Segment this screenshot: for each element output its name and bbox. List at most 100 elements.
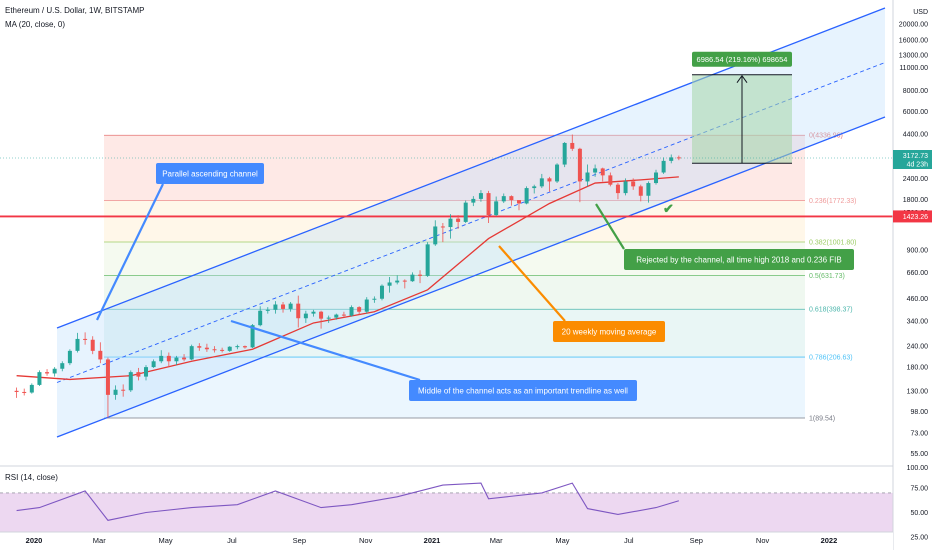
candle [281,301,286,313]
fib-band [104,309,805,358]
candle-body [555,164,560,182]
time-tick: Jul [227,536,237,545]
price-tick: 13000.00 [899,53,928,60]
time-tick: Sep [690,536,703,545]
candle-body [182,357,187,360]
candle-body [159,355,164,362]
time-tick: 2021 [424,536,441,545]
price-tick: 340.00 [907,318,929,325]
candle-body [235,346,240,348]
support-level-tag [893,210,932,223]
candle [501,193,506,204]
candle [258,306,263,327]
candle-body [562,142,567,165]
fib-label: 0.618(398.37) [809,307,853,314]
rsi-band [0,492,893,533]
candle [273,301,278,314]
callout-rejected-text: Rejected by the channel, all time high 2… [636,256,841,265]
candle-body [151,361,156,368]
candle [235,344,240,350]
candle [296,295,301,328]
candle [182,354,187,362]
support-level-value: 1423.26 [903,214,928,221]
candle-body [456,218,461,222]
callout-middle-text: Middle of the channel acts as an importa… [418,387,628,396]
candle [212,346,217,353]
candle-body [334,314,339,318]
candle-body [410,274,415,282]
candle [90,336,95,355]
callout-rejected-pointer [595,203,625,250]
candle [555,163,560,184]
candle [311,309,316,317]
candle-body [516,200,521,204]
price-tick: 6000.00 [903,109,928,116]
price-tick: 11000.00 [899,65,928,72]
candle [532,184,537,194]
candle-body [539,178,544,187]
rsi-tick: 50.00 [910,510,928,517]
candle [265,307,270,314]
candle-body [52,368,57,374]
callout-middle-box [409,380,637,401]
candle-body [654,172,659,184]
candle-body [136,372,141,377]
fib-band [104,200,805,243]
candle-body [45,372,50,374]
candle [471,196,476,207]
candle-body [471,198,476,203]
candle [676,155,681,161]
candle-body [532,186,537,189]
candle-body [638,186,643,196]
fib-label: 0(4336.96) [809,133,843,140]
callout-channel-box [156,163,264,184]
candle-body [357,307,362,312]
candle-body [144,367,149,377]
candle [37,370,42,386]
candle [303,310,308,323]
candle [357,306,362,315]
candle-body [166,355,171,362]
candle-body [75,338,80,351]
fib-band [104,275,805,310]
candle [151,359,156,368]
candle [98,342,103,364]
time-tick: May [555,536,569,545]
candle [334,313,339,320]
candle-body [623,181,628,194]
candle-body [661,160,666,173]
candle [159,350,164,364]
price-tick: 98.00 [910,409,928,416]
candle [516,200,521,211]
rsi-tick-top: 100.00 [907,465,929,472]
candle [524,186,529,205]
candle-body [303,313,308,319]
candle-body [288,303,293,309]
price-tick: 16000.00 [899,38,928,45]
candle-body [265,309,270,311]
time-tick: Nov [756,536,770,545]
candle-body [258,310,263,326]
candle [14,387,19,398]
candle [60,361,65,372]
candle-body [311,311,316,314]
candle-body [204,347,209,350]
candle [319,310,324,329]
price-axis [893,0,932,550]
candle-body [37,372,42,385]
price-tick: 2400.00 [903,176,928,183]
fib-label: 0.5(631.73) [809,273,845,280]
candle [144,365,149,381]
fib-label: 0.236(1772.33) [809,198,856,205]
candle [585,164,590,187]
callout-ma-pointer [498,245,566,322]
callout-channel-text: Parallel ascending channel [162,170,258,179]
candle-body [14,390,19,392]
candle [669,154,674,164]
projection-label-box [692,51,792,67]
candle [615,183,620,200]
candle-body [349,307,354,316]
rsi-legend: RSI (14, close) [5,473,58,482]
